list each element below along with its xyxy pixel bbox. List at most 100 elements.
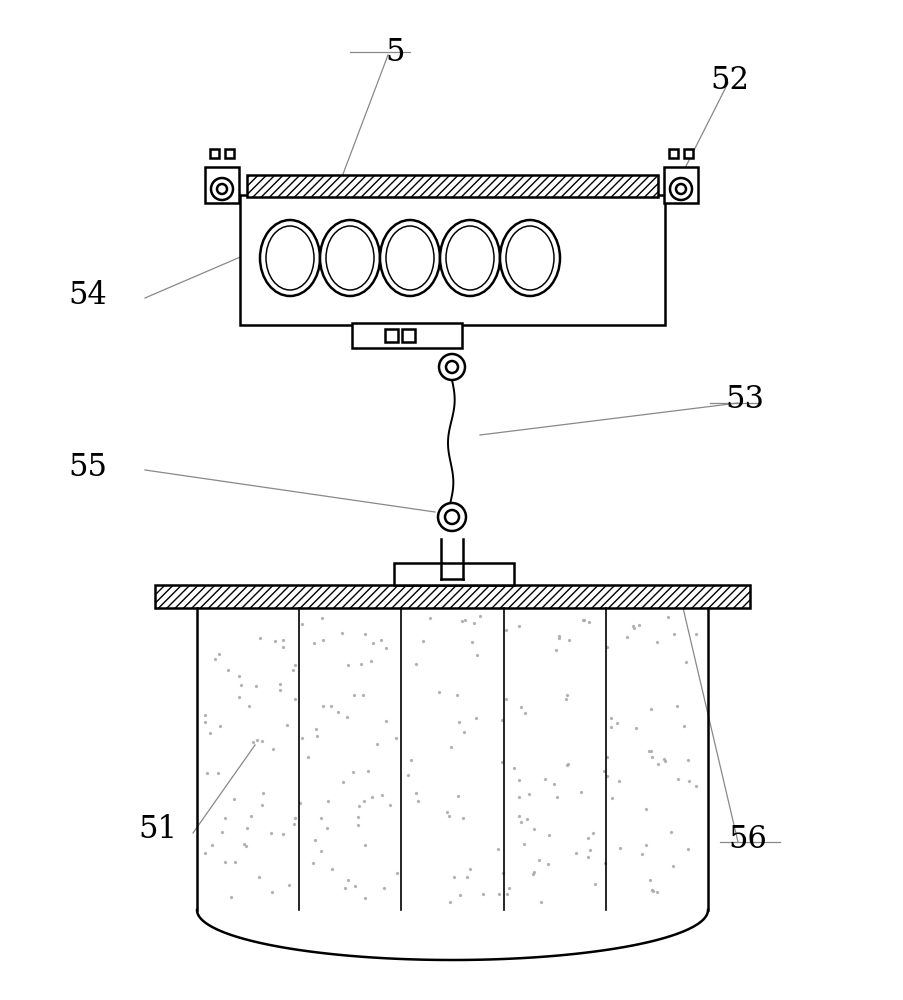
Point bbox=[581, 830, 595, 846]
Point bbox=[293, 795, 307, 811]
Point bbox=[287, 691, 302, 707]
Point bbox=[324, 861, 339, 877]
Point bbox=[454, 613, 469, 629]
Point bbox=[357, 793, 371, 809]
Point bbox=[337, 880, 351, 896]
Text: 5: 5 bbox=[385, 37, 405, 68]
Point bbox=[232, 689, 247, 705]
Point bbox=[354, 656, 368, 672]
Point bbox=[347, 687, 361, 703]
Point bbox=[660, 609, 675, 625]
Point bbox=[255, 733, 269, 749]
Bar bbox=[664, 167, 697, 203]
Point bbox=[576, 612, 591, 628]
Circle shape bbox=[444, 510, 459, 524]
Point bbox=[340, 709, 354, 725]
Circle shape bbox=[445, 361, 458, 373]
Point bbox=[208, 651, 222, 667]
Point bbox=[249, 732, 264, 748]
Point bbox=[604, 790, 619, 806]
Point bbox=[212, 646, 227, 662]
Point bbox=[511, 618, 526, 634]
Point bbox=[248, 678, 263, 694]
Point bbox=[255, 797, 269, 813]
Point bbox=[340, 872, 355, 888]
Point bbox=[408, 785, 423, 801]
Point bbox=[414, 633, 429, 649]
Point bbox=[549, 789, 563, 805]
Point bbox=[231, 668, 246, 684]
Point bbox=[244, 808, 258, 824]
Point bbox=[494, 712, 508, 728]
Point bbox=[267, 633, 282, 649]
Point bbox=[288, 657, 303, 673]
Point bbox=[282, 877, 296, 893]
Text: 54: 54 bbox=[69, 279, 107, 310]
Point bbox=[648, 884, 663, 900]
Point bbox=[378, 640, 393, 656]
Point bbox=[306, 855, 321, 871]
Point bbox=[512, 789, 526, 805]
Point bbox=[491, 886, 506, 902]
Point bbox=[476, 886, 490, 902]
Point bbox=[210, 765, 225, 781]
Point bbox=[599, 749, 613, 765]
Point bbox=[275, 826, 290, 842]
Point bbox=[241, 698, 256, 714]
Point bbox=[442, 808, 456, 824]
Point bbox=[460, 869, 474, 885]
Bar bbox=[394, 563, 514, 585]
Point bbox=[400, 767, 414, 783]
Point bbox=[358, 837, 372, 853]
Point bbox=[517, 705, 532, 721]
Ellipse shape bbox=[260, 220, 320, 296]
Point bbox=[628, 720, 642, 736]
Point bbox=[612, 840, 627, 856]
Point bbox=[440, 804, 454, 820]
Point bbox=[218, 810, 232, 826]
Point bbox=[215, 824, 229, 840]
Point bbox=[286, 816, 301, 832]
Point bbox=[472, 608, 487, 624]
Point bbox=[350, 817, 365, 833]
Point bbox=[498, 691, 513, 707]
Point bbox=[581, 849, 595, 865]
Point bbox=[644, 749, 658, 765]
Point bbox=[457, 612, 471, 628]
Point bbox=[358, 626, 372, 642]
Point bbox=[449, 687, 463, 703]
Point bbox=[246, 734, 260, 750]
Point bbox=[688, 778, 703, 794]
Point bbox=[275, 632, 290, 648]
Point bbox=[280, 717, 294, 733]
Point bbox=[256, 785, 270, 801]
Point bbox=[455, 810, 470, 826]
Point bbox=[265, 741, 280, 757]
Point bbox=[345, 764, 359, 780]
Point bbox=[198, 714, 212, 730]
Point bbox=[389, 865, 404, 881]
Text: 52: 52 bbox=[710, 65, 749, 96]
Point bbox=[680, 752, 694, 768]
Point bbox=[265, 884, 279, 900]
Point bbox=[559, 687, 573, 703]
Point bbox=[644, 701, 658, 717]
Point bbox=[649, 756, 664, 772]
Point bbox=[681, 773, 695, 789]
Point bbox=[360, 763, 375, 779]
Point bbox=[641, 743, 656, 759]
Point bbox=[582, 842, 597, 858]
Point bbox=[273, 676, 287, 692]
Point bbox=[558, 691, 573, 707]
Point bbox=[239, 820, 254, 836]
Point bbox=[316, 698, 330, 714]
Point bbox=[352, 798, 367, 814]
Circle shape bbox=[210, 178, 233, 200]
Point bbox=[423, 610, 437, 626]
Point bbox=[642, 872, 656, 888]
Point bbox=[335, 774, 349, 790]
Point bbox=[540, 856, 554, 872]
Bar bbox=[205, 167, 238, 203]
Circle shape bbox=[675, 184, 685, 194]
Point bbox=[382, 797, 396, 813]
